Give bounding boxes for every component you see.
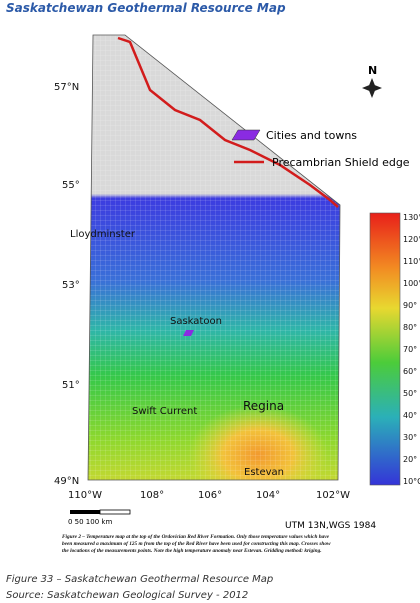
latitude-labels: 57°N 55° 53° 51° 49°N: [54, 82, 80, 487]
colorbar-label: 20°: [403, 455, 417, 464]
caption-line: been measured a maximum of 125 m from th…: [62, 541, 331, 547]
city-label: Regina: [243, 399, 284, 413]
colorbar-label: 10°C: [403, 477, 420, 486]
legend: Cities and towns Precambrian Shield edge: [231, 129, 410, 169]
caption-line: the locations of the measurements points…: [62, 548, 322, 554]
lon-label: 102°W: [316, 490, 350, 501]
colorbar-label: 90°: [403, 301, 417, 310]
legend-label: Cities and towns: [266, 129, 357, 142]
projection: UTM 13N,WGS 1984: [285, 521, 376, 531]
lon-label: 106°: [198, 490, 222, 501]
caption-line: Figure 2 – Temperature map at the top of…: [62, 534, 330, 540]
legend-label: Precambrian Shield edge: [272, 156, 410, 169]
colorbar-label: 130°C: [403, 213, 420, 222]
lat-label: 49°N: [54, 476, 79, 487]
shield-edge: [117, 36, 339, 208]
longitude-labels: 110°W 108° 106° 104° 102°W: [68, 490, 350, 501]
cities: Lloydminster Saskatoon Swift Current Reg…: [70, 229, 284, 478]
lon-label: 104°: [256, 490, 280, 501]
lon-label: 108°: [140, 490, 164, 501]
city-label: Lloydminster: [70, 229, 136, 240]
source: Source: Saskatchewan Geological Survey -…: [6, 590, 248, 601]
north-arrow: N: [362, 64, 382, 98]
province-outline: [87, 34, 341, 481]
colorbar-label: 80°: [403, 323, 417, 332]
temperature-map: [88, 35, 340, 480]
figure-caption: Figure 33 – Saskatchewan Geothermal Reso…: [6, 574, 273, 585]
colorbar-label: 50°: [403, 389, 417, 398]
colorbar-label: 120°: [403, 235, 420, 244]
lon-label: 110°W: [68, 490, 102, 501]
lat-label: 55°: [62, 180, 80, 191]
scale-label: 0 50 100 km: [68, 518, 112, 526]
scale-bar: 0 50 100 km: [68, 509, 131, 526]
lat-label: 57°N: [54, 82, 79, 93]
colorbar-label: 110°: [403, 257, 420, 266]
lat-label: 53°: [62, 280, 80, 291]
colorbar-label: 70°: [403, 345, 417, 354]
north-label: N: [368, 64, 377, 77]
title: Saskatchewan Geothermal Resource Map: [6, 1, 286, 15]
colorbar-label: 60°: [403, 367, 417, 376]
colorbar-label: 30°: [403, 433, 417, 442]
colorbar-label: 40°: [403, 411, 417, 420]
city-label: Estevan: [244, 467, 284, 478]
colorbar-label: 100°: [403, 279, 420, 288]
city-label: Swift Current: [132, 406, 197, 417]
colorbar: 130°C 120° 110° 100° 90° 80° 70° 60° 50° 40° 30° 20…: [369, 212, 420, 486]
lat-label: 51°: [62, 380, 80, 391]
city-label: Saskatoon: [170, 316, 222, 327]
